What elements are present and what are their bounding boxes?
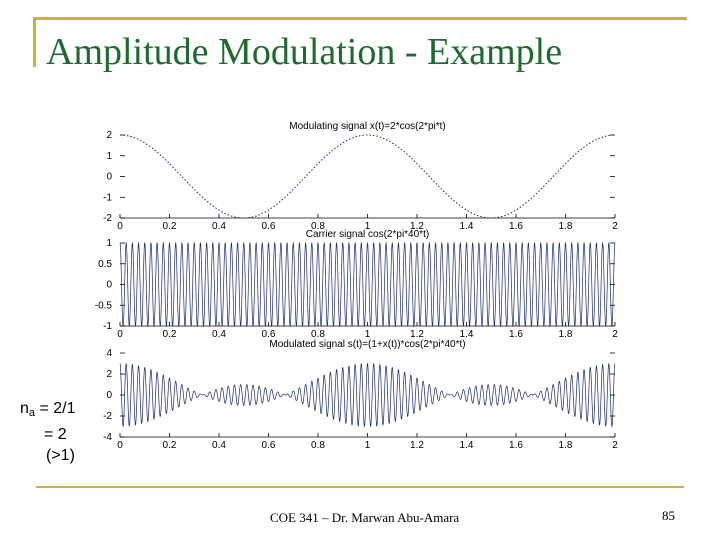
- ytick-label: -1: [103, 192, 112, 203]
- plot-title-1: Modulating signal x(t)=2*cos(2*pi*t): [289, 121, 445, 132]
- ytick-label: 0: [106, 172, 112, 183]
- modulation-index-line-3: (>1): [46, 447, 75, 464]
- xtick-label: 0.6: [262, 329, 276, 340]
- ytick-label: 0: [106, 280, 112, 291]
- footer-rule: [36, 486, 684, 488]
- plot-panel-2: Carrier signal cos(2*pi*40*t) 1 0.5 0 -0.5 -1…: [95, 229, 618, 340]
- plot-title-3: Modulated signal s(t)=(1+x(t))*cos(2*pi*…: [269, 339, 465, 350]
- ytick-label: 4: [106, 348, 112, 359]
- xtick-label: 1.4: [460, 221, 474, 232]
- plot-panel-3: Modulated signal s(t)=(1+x(t))*cos(2*pi*…: [103, 339, 618, 451]
- ytick-label: -0.5: [95, 300, 113, 311]
- xtick-label: 0.2: [163, 221, 177, 232]
- xtick-label: 0.2: [163, 440, 177, 451]
- footer-text: COE 341 – Dr. Marwan Abu-Amara: [270, 510, 460, 525]
- plot-panel-1: Modulating signal x(t)=2*cos(2*pi*t)210-…: [103, 121, 618, 232]
- xtick-label: 1: [365, 221, 371, 232]
- xtick-label: 1.6: [509, 221, 523, 232]
- signal-curve-1: [119, 134, 616, 219]
- xtick-label: 1.8: [559, 329, 573, 340]
- xtick-label: 1.6: [509, 440, 523, 451]
- ytick-label: -4: [103, 432, 112, 443]
- xtick-label: 0.4: [212, 440, 226, 451]
- xtick-label: 1.6: [509, 329, 523, 340]
- signal-curve-2: [119, 241, 616, 328]
- left-accent-rule: [33, 17, 36, 67]
- xtick-label: 2: [612, 329, 618, 340]
- xtick-label: 1.2: [410, 440, 424, 451]
- xtick-label: 0.6: [262, 221, 276, 232]
- xtick-label: 1.4: [460, 440, 474, 451]
- xtick-label: 0.8: [311, 221, 325, 232]
- ytick-label: 1: [106, 151, 112, 162]
- xtick-label: 1.8: [559, 221, 573, 232]
- xtick-label: 0.8: [311, 329, 325, 340]
- xtick-label: 1.8: [559, 440, 573, 451]
- xtick-label: 1.4: [460, 329, 474, 340]
- xtick-label: 0.4: [212, 329, 226, 340]
- ytick-label: 2: [106, 130, 112, 141]
- modulation-index-line-1: na = 2/1: [20, 400, 76, 419]
- ytick-label: 0: [106, 390, 112, 401]
- plot-title-2: Carrier signal cos(2*pi*40*t): [306, 229, 429, 240]
- ytick-label: 0.5: [98, 259, 112, 270]
- xtick-label: 0.8: [311, 440, 325, 451]
- ytick-label: 2: [106, 369, 112, 380]
- xtick-label: 0.2: [163, 329, 177, 340]
- xtick-label: 0: [117, 329, 123, 340]
- xtick-label: 2: [612, 440, 618, 451]
- ytick-label: -2: [103, 411, 112, 422]
- ytick-label: -1: [103, 321, 112, 332]
- xtick-label: 0: [117, 440, 123, 451]
- xtick-label: 1.2: [410, 329, 424, 340]
- xtick-label: 1: [365, 440, 371, 451]
- ytick-label: 1: [106, 238, 112, 249]
- modulation-index-note: na = 2/1 = 2 (>1): [20, 398, 76, 466]
- xtick-label: 0.6: [262, 440, 276, 451]
- slide-title: Amplitude Modulation - Example: [46, 31, 563, 73]
- ytick-label: -2: [103, 213, 112, 224]
- right-accent-rule: [684, 17, 687, 20]
- top-accent-rule: [33, 17, 687, 20]
- xtick-label: 0.4: [212, 221, 226, 232]
- xtick-label: 2: [612, 221, 618, 232]
- page-number: 85: [662, 508, 675, 523]
- am-plots: Modulating signal x(t)=2*cos(2*pi*t)210-…: [95, 121, 618, 451]
- xtick-label: 1: [365, 329, 371, 340]
- signal-curve-3: [119, 362, 616, 428]
- xtick-label: 1.2: [410, 221, 424, 232]
- xtick-label: 0: [117, 221, 123, 232]
- modulation-index-line-2: = 2: [44, 426, 67, 443]
